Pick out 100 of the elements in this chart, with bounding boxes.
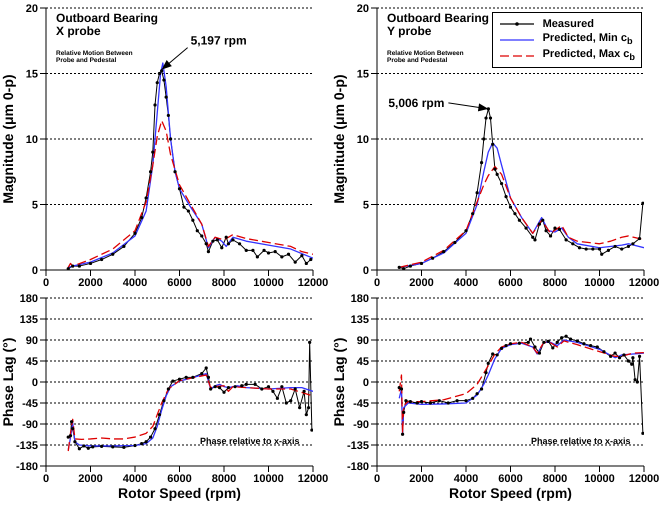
point bbox=[491, 352, 494, 356]
point bbox=[568, 337, 572, 341]
point bbox=[480, 160, 484, 164]
y-tick-label: 15 bbox=[356, 68, 369, 80]
point bbox=[598, 247, 602, 251]
point bbox=[464, 399, 468, 402]
point bbox=[169, 137, 172, 141]
point bbox=[78, 264, 81, 268]
point bbox=[500, 182, 504, 186]
point bbox=[226, 242, 230, 246]
point bbox=[558, 228, 562, 231]
point bbox=[140, 216, 144, 220]
annotation: Phase relative to x-axis bbox=[531, 436, 631, 447]
point bbox=[294, 387, 297, 391]
point bbox=[300, 254, 304, 258]
y-tick-label: -180 bbox=[346, 460, 369, 473]
y-tick-label: -90 bbox=[22, 418, 38, 431]
point bbox=[186, 209, 190, 213]
point bbox=[158, 413, 162, 416]
point bbox=[402, 410, 406, 414]
point bbox=[191, 218, 194, 222]
point bbox=[133, 444, 137, 448]
y-tick-label: 0 bbox=[362, 264, 369, 277]
point bbox=[204, 366, 208, 370]
legend-label: Measured bbox=[542, 17, 594, 31]
point bbox=[609, 354, 612, 358]
point bbox=[634, 378, 637, 382]
point bbox=[606, 248, 610, 252]
x-tick-label: 4000 bbox=[454, 472, 478, 485]
point bbox=[158, 72, 162, 76]
x-tick-label: 0 bbox=[374, 276, 380, 289]
point bbox=[638, 354, 642, 358]
point bbox=[404, 399, 408, 402]
point bbox=[251, 248, 255, 252]
point bbox=[182, 206, 186, 209]
y-tick-label: -90 bbox=[353, 418, 369, 431]
point bbox=[231, 238, 234, 242]
point bbox=[496, 172, 499, 176]
point bbox=[504, 344, 508, 348]
point bbox=[166, 114, 170, 118]
y-tick-label: 45 bbox=[26, 356, 38, 368]
point bbox=[420, 262, 424, 266]
point bbox=[496, 353, 499, 357]
point bbox=[591, 247, 594, 251]
point bbox=[144, 440, 148, 444]
point bbox=[613, 244, 617, 248]
y-axis-title: Phase Lag (°) bbox=[330, 338, 347, 426]
point bbox=[508, 342, 512, 346]
point bbox=[68, 434, 72, 438]
point bbox=[122, 446, 126, 449]
point bbox=[464, 229, 468, 232]
point bbox=[298, 406, 302, 410]
point bbox=[78, 447, 81, 450]
point bbox=[531, 236, 534, 239]
point bbox=[204, 242, 208, 246]
x-tick-label: 12000 bbox=[298, 276, 328, 289]
point bbox=[453, 240, 456, 244]
point bbox=[476, 392, 479, 396]
annotation: Outboard Bearing X probe bbox=[56, 11, 158, 38]
point bbox=[244, 248, 248, 252]
point bbox=[508, 206, 512, 209]
point bbox=[148, 170, 152, 174]
point bbox=[415, 401, 419, 405]
point bbox=[162, 399, 166, 402]
point bbox=[582, 342, 586, 346]
y-tick-label: -45 bbox=[353, 398, 369, 410]
point bbox=[266, 385, 270, 388]
point bbox=[276, 396, 279, 400]
y-tick-label: 20 bbox=[356, 2, 369, 15]
point bbox=[309, 258, 312, 262]
point bbox=[533, 238, 537, 242]
point bbox=[304, 262, 308, 266]
point bbox=[504, 195, 508, 198]
point bbox=[302, 390, 306, 393]
point bbox=[456, 399, 459, 402]
point bbox=[271, 390, 275, 393]
point bbox=[238, 242, 242, 246]
x-axis-title: Rotor Speed (rpm) bbox=[118, 485, 241, 501]
point bbox=[622, 353, 626, 357]
point bbox=[600, 252, 604, 256]
point bbox=[209, 387, 212, 391]
line-series bbox=[68, 120, 313, 268]
point bbox=[191, 376, 194, 379]
point bbox=[560, 336, 564, 340]
point bbox=[153, 427, 157, 430]
point bbox=[631, 356, 634, 360]
y-tick-label: -180 bbox=[16, 460, 38, 473]
point bbox=[484, 371, 488, 374]
y-tick-label: 0 bbox=[32, 264, 38, 277]
annotation: Phase relative to x-axis bbox=[200, 436, 300, 447]
point bbox=[153, 103, 157, 107]
x-tick-label: 12000 bbox=[628, 276, 660, 289]
point bbox=[408, 264, 412, 268]
x-tick-label: 10000 bbox=[253, 472, 284, 485]
point bbox=[596, 345, 599, 349]
point bbox=[200, 234, 204, 238]
legend-label: Predicted, Min c$_{b}$ bbox=[542, 31, 633, 49]
y-tick-label: 135 bbox=[350, 314, 369, 326]
x-tick-label: 6000 bbox=[167, 276, 192, 289]
y-tick-label: 0 bbox=[32, 376, 38, 389]
